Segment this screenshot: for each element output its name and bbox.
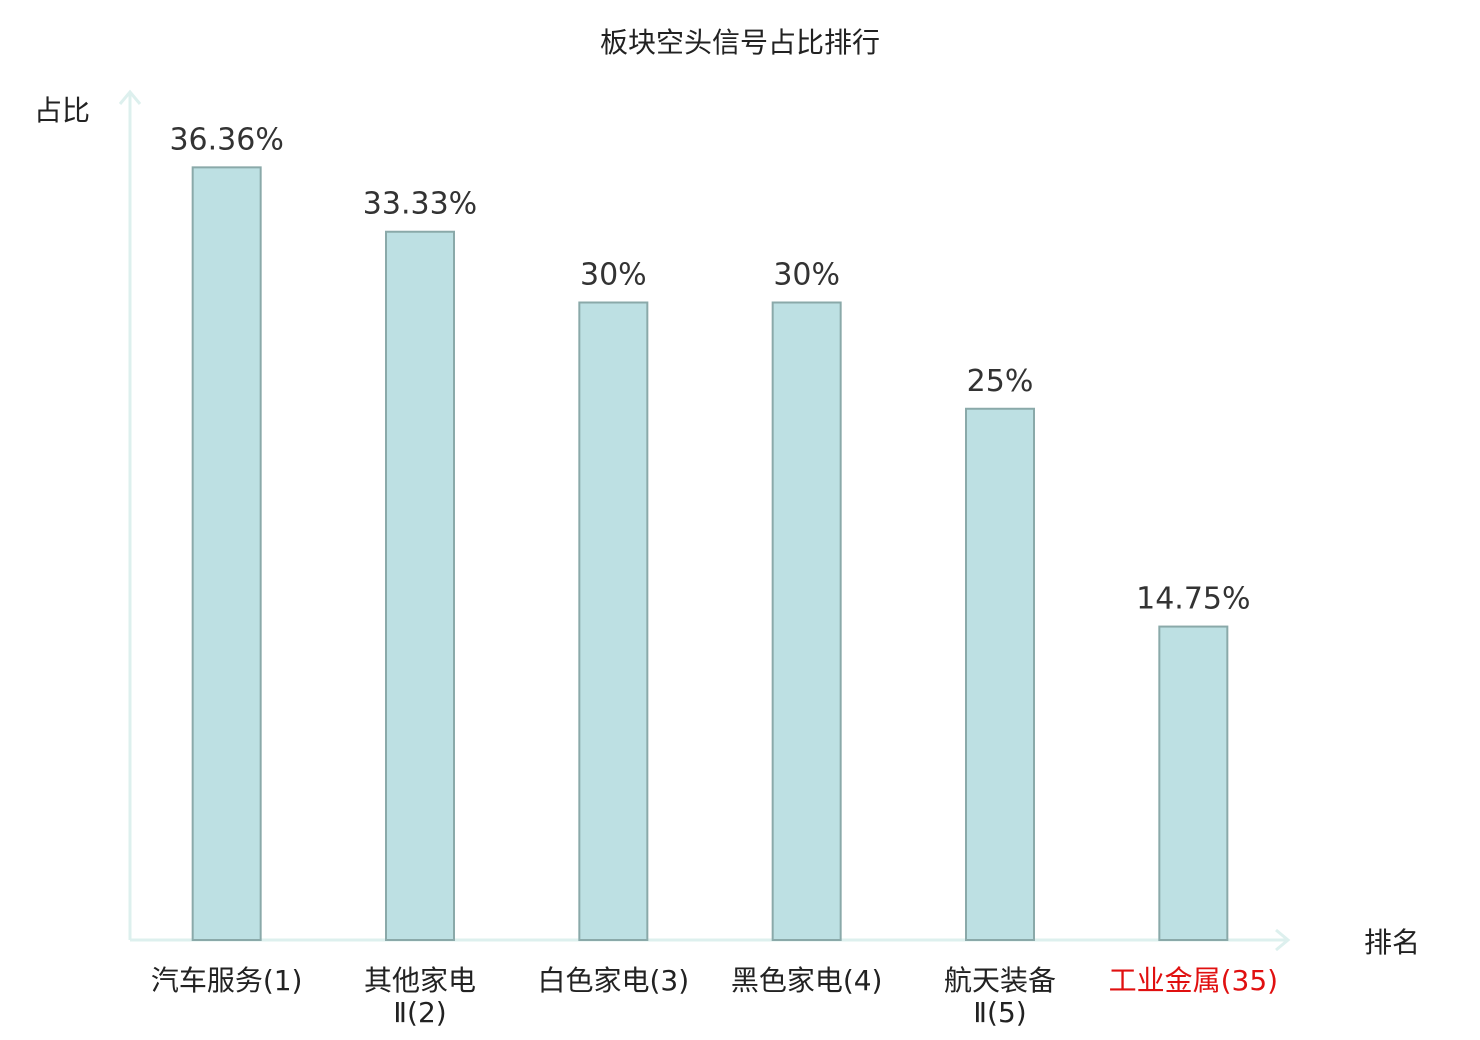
x-tick-label: 白色家电(3): [537, 964, 690, 997]
bar: [578, 301, 649, 941]
x-tick-label: 航天装备 Ⅱ(5): [943, 964, 1056, 1029]
bar: [191, 166, 262, 942]
x-tick-label: 其他家电 Ⅱ(2): [363, 964, 476, 1029]
x-tick-label: 汽车服务(1): [150, 964, 303, 997]
bar: [965, 407, 1035, 941]
x-tick-label: 黑色家电(4): [730, 964, 883, 997]
y-arrow: [118, 89, 142, 105]
y-axis-label: 占比: [34, 94, 90, 127]
x-tick-label: 工业金属(35): [1108, 964, 1279, 997]
chart-title: 板块空头信号占比排行: [600, 26, 880, 59]
value-label: 30%: [773, 258, 840, 293]
bar: [771, 301, 842, 941]
x-axis-label: 排名: [1364, 926, 1420, 959]
value-label: 14.75%: [1136, 582, 1250, 617]
bar: [385, 230, 455, 942]
value-label: 33.33%: [363, 187, 477, 222]
value-label: 36.36%: [169, 122, 283, 157]
axes: [118, 89, 1291, 952]
x-arrow: [1275, 928, 1291, 952]
value-label: 25%: [967, 364, 1034, 399]
bar: [1158, 625, 1229, 941]
value-label: 30%: [580, 258, 647, 293]
